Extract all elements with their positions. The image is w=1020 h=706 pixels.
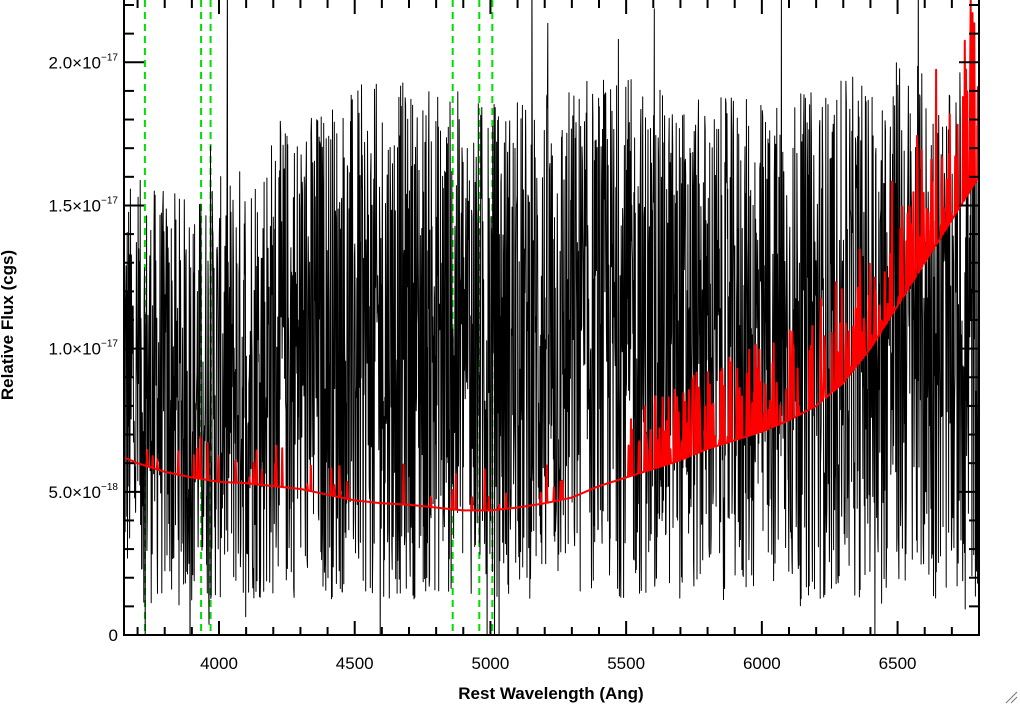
x-tick-label: 4000 <box>200 654 238 673</box>
y-tick-label: 1.5×10−17 <box>49 195 119 215</box>
x-axis-title: Rest Wavelength (Ang) <box>458 684 643 703</box>
y-tick-label: 5.0×10−18 <box>49 482 119 502</box>
x-tick-label: 6000 <box>743 654 781 673</box>
y-axis: 0 5.0×10−18 1.0×10−17 1.5×10−17 2.0×10−17 <box>49 4 979 645</box>
x-tick-label: 5000 <box>472 654 510 673</box>
spectrum-series <box>124 0 979 635</box>
x-tick-label: 4500 <box>336 654 374 673</box>
y-axis-title: Relative Flux (cgs) <box>0 250 17 400</box>
x-tick-label: 5500 <box>607 654 645 673</box>
series-line <box>124 0 979 635</box>
y-tick-label: 0 <box>109 626 118 645</box>
resize-grip-icon[interactable] <box>1004 690 1018 704</box>
y-tick-label: 1.0×10−17 <box>49 339 119 359</box>
plot-frame <box>123 0 980 636</box>
series-line <box>124 0 979 512</box>
y-tick-label: 2.0×10−17 <box>49 52 119 72</box>
x-axis: 4000 4500 5000 5500 6000 6500 <box>136 0 980 673</box>
x-tick-label: 6500 <box>879 654 917 673</box>
